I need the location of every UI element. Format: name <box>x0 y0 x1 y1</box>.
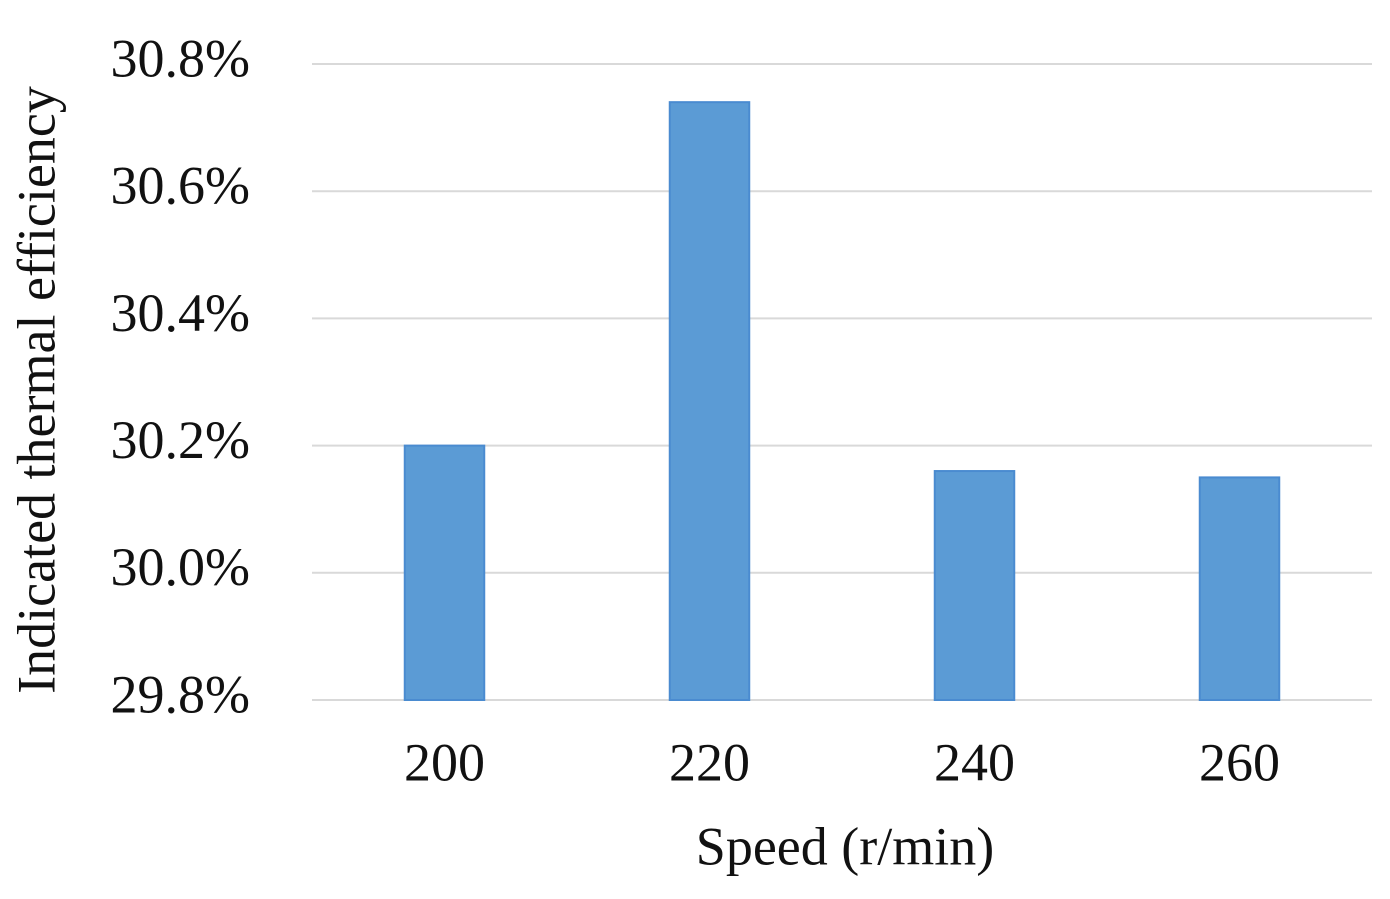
bar <box>403 444 486 701</box>
x-tick-label: 200 <box>404 732 485 792</box>
bar <box>933 470 1016 702</box>
x-axis-title: Speed (r/min) <box>696 816 994 876</box>
y-tick-label: 30.8% <box>111 28 250 88</box>
x-tick-label: 240 <box>934 732 1015 792</box>
x-tick-label: 260 <box>1199 732 1280 792</box>
y-axis-title: Indicated thermal efficiency <box>6 86 66 694</box>
y-tick-label: 29.8% <box>111 664 250 724</box>
y-tick-label: 30.6% <box>111 156 250 216</box>
y-tick-label: 30.0% <box>111 537 250 597</box>
bar <box>668 101 751 702</box>
y-tick-label: 30.4% <box>111 283 250 343</box>
x-tick-label: 220 <box>669 732 750 792</box>
y-tick-label: 30.2% <box>111 410 250 470</box>
bar <box>1198 476 1281 701</box>
